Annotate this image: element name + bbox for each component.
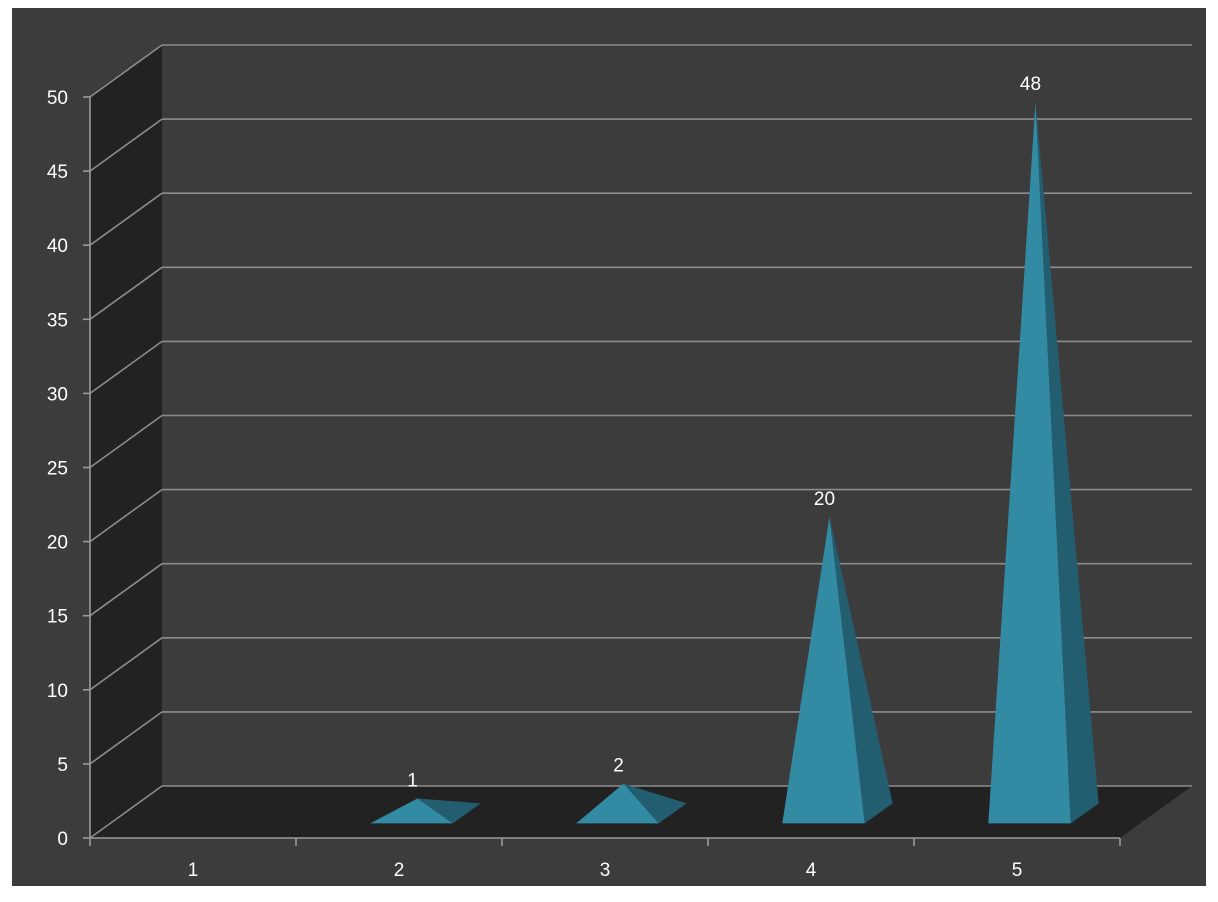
gridline-side	[89, 711, 163, 765]
bar	[370, 798, 453, 824]
y-tick-label: 20	[47, 533, 68, 554]
y-axis-tick-labels: 0 5 10 15 20 25 30 35 40 45 50	[47, 88, 68, 850]
pyramid-bars	[370, 101, 1099, 824]
x-tick-label: 3	[600, 860, 611, 881]
data-label: 1	[407, 771, 418, 792]
gridline-side	[89, 414, 163, 469]
gridline-side	[89, 340, 163, 395]
bar-side-face	[623, 783, 687, 824]
data-label: 2	[613, 756, 624, 777]
gridline-side	[89, 785, 163, 839]
data-label: 48	[1020, 74, 1041, 95]
y-tick-label: 40	[47, 236, 68, 257]
y-tick-label: 35	[47, 310, 68, 331]
x-tick-label: 4	[806, 860, 817, 881]
x-tick-label: 1	[188, 860, 199, 881]
data-label: 20	[814, 489, 835, 510]
y-tick-label: 0	[57, 829, 68, 850]
gridline-side	[89, 563, 163, 617]
y-tick-label: 50	[47, 88, 68, 109]
bar-side-face	[417, 798, 481, 824]
x-axis-tick-labels: 1 2 3 4 5	[188, 860, 1023, 881]
y-tick-label: 5	[57, 755, 68, 776]
gridline-side	[89, 44, 163, 98]
bar	[988, 101, 1071, 824]
y-tick-label: 30	[47, 384, 68, 405]
x-tick-label: 2	[394, 860, 405, 881]
bar-side-face	[829, 516, 893, 824]
y-tick-label: 10	[47, 681, 68, 702]
gridline-side	[89, 118, 163, 172]
bar	[576, 783, 659, 824]
gridline-side	[89, 266, 163, 320]
y-tick-label: 15	[47, 607, 68, 628]
x-tick-label: 5	[1012, 860, 1023, 881]
bar	[782, 516, 865, 824]
y-tick-label: 25	[47, 459, 68, 480]
axes	[83, 96, 1121, 846]
bar-side-face	[1035, 101, 1099, 824]
data-labels: 1 2 20 48	[407, 74, 1041, 792]
gridline-side	[89, 192, 163, 246]
gridline-side	[89, 488, 163, 543]
y-tick-label: 45	[47, 162, 68, 183]
gridline-side	[89, 637, 163, 691]
